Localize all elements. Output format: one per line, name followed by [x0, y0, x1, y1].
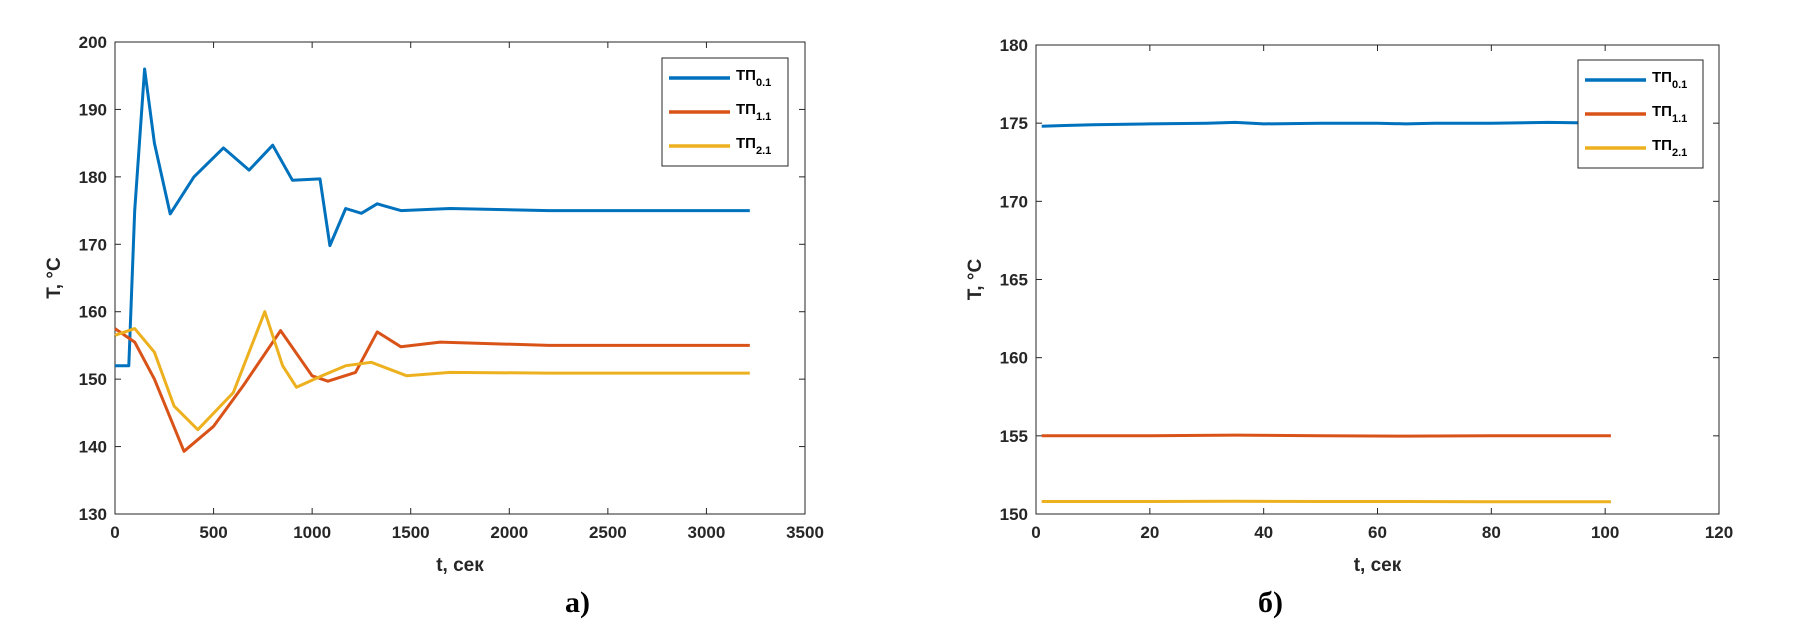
x-tick-label: 3500	[786, 523, 824, 542]
y-tick-label: 170	[79, 235, 107, 254]
legend-label: ТП1.1	[1652, 103, 1687, 125]
x-tick-label: 80	[1482, 523, 1501, 542]
series-line-2.1	[114, 310, 750, 432]
x-tick-label: 3000	[688, 523, 726, 542]
panel-label: б)	[1258, 586, 1283, 619]
y-tick-label: 175	[1000, 114, 1028, 133]
x-tick-label: 20	[1140, 523, 1159, 542]
legend-name: ТП	[736, 135, 756, 152]
series-line-0.1	[115, 67, 750, 368]
x-tick-label: 100	[1591, 523, 1619, 542]
legend-label: ТП0.1	[1652, 69, 1687, 91]
y-tick-label: 155	[1000, 427, 1028, 446]
x-tick-label: 2500	[589, 523, 627, 542]
legend-name: ТП	[1652, 103, 1672, 120]
y-tick-label: 180	[79, 168, 107, 187]
y-tick-label: 160	[79, 303, 107, 322]
y-tick-label: 190	[79, 100, 107, 119]
y-tick-label: 160	[1000, 349, 1028, 368]
series-line-1.1	[114, 327, 750, 453]
legend-subscript: 0.1	[756, 77, 771, 89]
legend-subscript: 2.1	[756, 145, 771, 157]
series-line-1.1	[1041, 433, 1611, 438]
legend-name: ТП	[736, 67, 756, 84]
x-tick-label: 0	[110, 523, 119, 542]
chart-panel-2: 0 20 40 60 80 100 120 150 155 160 165 170 175 180 t, с…	[965, 36, 1733, 619]
x-tick-label: 2000	[490, 523, 528, 542]
y-axis-label: T, °C	[44, 257, 65, 299]
legend-subscript: 1.1	[1672, 113, 1687, 125]
x-axis-label: t, сек	[436, 555, 484, 576]
y-tick-label: 150	[79, 370, 107, 389]
x-tick-label: 1000	[293, 523, 331, 542]
legend-label: ТП1.1	[736, 101, 771, 123]
y-tick-label: 180	[1000, 36, 1028, 55]
legend-label: ТП2.1	[736, 135, 771, 157]
x-tick-label: 1500	[392, 523, 430, 542]
legend-label: ТП0.1	[736, 67, 771, 89]
x-tick-label: 0	[1031, 523, 1040, 542]
x-tick-label: 40	[1254, 523, 1273, 542]
y-tick-label: 200	[79, 33, 107, 52]
chart-panel-1: 0 500 1000 1500 2000 2500 3000 3500 130 140 150 160…	[44, 33, 824, 619]
y-tick-label: 140	[79, 438, 107, 457]
series-line-2.1	[1041, 499, 1611, 504]
y-tick-label: 165	[1000, 271, 1028, 290]
legend-name: ТП	[1652, 137, 1672, 154]
y-tick-label: 150	[1000, 505, 1028, 524]
panel-label: а)	[565, 586, 590, 619]
x-axis-label: t, сек	[1354, 555, 1402, 576]
legend-subscript: 2.1	[1672, 147, 1687, 159]
x-tick-label: 500	[199, 523, 227, 542]
series-line-0.1	[1041, 120, 1611, 128]
legend-label: ТП2.1	[1652, 137, 1687, 159]
legend-subscript: 1.1	[756, 111, 771, 123]
legend-subscript: 0.1	[1672, 79, 1687, 91]
y-axis-label: T, °C	[965, 259, 986, 301]
x-tick-label: 60	[1368, 523, 1387, 542]
y-tick-label: 130	[79, 505, 107, 524]
y-tick-label: 170	[1000, 192, 1028, 211]
legend-name: ТП	[736, 101, 756, 118]
legend-name: ТП	[1652, 69, 1672, 86]
x-tick-label: 120	[1705, 523, 1733, 542]
